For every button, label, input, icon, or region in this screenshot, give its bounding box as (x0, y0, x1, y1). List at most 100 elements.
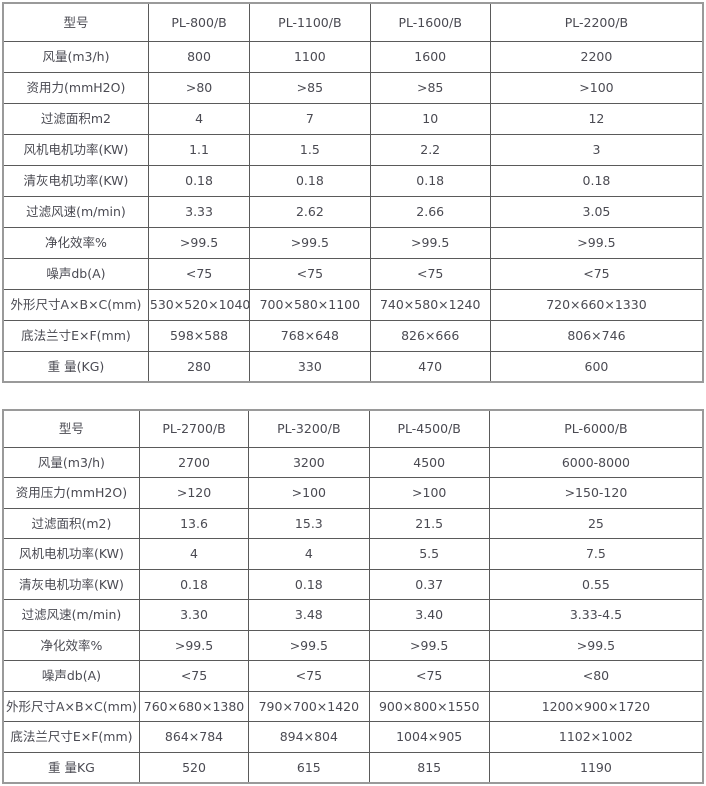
table-row: 清灰电机功率(KW) 0.18 0.18 0.37 0.55 (2, 568, 704, 600)
row-value-cell: 700×580×1100 (249, 288, 371, 321)
row-label-cell: 底法兰尺寸E×F(mm) (2, 721, 140, 753)
row-label-cell: 清灰电机功率(KW) (2, 568, 140, 600)
table-row: 过滤风速(m/min) 3.30 3.48 3.40 3.33-4.5 (2, 599, 704, 631)
table-header-row: 型号 PL-2700/B PL-3200/B PL-4500/B PL-6000/B (2, 409, 704, 448)
row-value-cell: 826×666 (369, 319, 491, 352)
row-value-cell: 3.30 (138, 599, 250, 631)
row-value-cell: 4 (147, 102, 251, 135)
row-value-cell: 3.40 (368, 599, 490, 631)
row-value-cell: >99.5 (368, 629, 490, 661)
row-value-cell: 7.5 (488, 538, 704, 570)
row-value-cell: 10 (369, 102, 491, 135)
row-value-cell: 5.5 (368, 538, 490, 570)
table-row: 过滤面积m2 4 7 10 12 (2, 102, 704, 135)
row-value-cell: 520 (138, 751, 250, 783)
row-value-cell: 806×746 (489, 319, 704, 352)
row-value-cell: >99.5 (248, 629, 370, 661)
row-value-cell: 3.48 (248, 599, 370, 631)
row-value-cell: >100 (368, 477, 490, 509)
row-value-cell: 0.18 (249, 164, 371, 197)
table-row: 外形尺寸A×B×C(mm) 530×520×1040 700×580×1100 740… (2, 288, 704, 321)
table-row: 重 量KG 520 615 815 1190 (2, 751, 704, 783)
row-value-cell: 1100 (249, 40, 371, 73)
row-value-cell: 3.33 (147, 195, 251, 228)
row-value-cell: >100 (248, 477, 370, 509)
row-value-cell: <80 (488, 660, 704, 692)
row-value-cell: 530×520×1040 (147, 288, 251, 321)
row-value-cell: 1.1 (147, 133, 251, 166)
table-row: 底法兰寸E×F(mm) 598×588 768×648 826×666 806×746 (2, 319, 704, 352)
row-value-cell: 1190 (488, 751, 704, 783)
row-value-cell: 1600 (369, 40, 491, 73)
row-value-cell: <75 (489, 257, 704, 290)
row-value-cell: >85 (369, 71, 491, 104)
row-value-cell: 13.6 (138, 507, 250, 539)
specification-table-small-models: 型号 PL-800/B PL-1100/B PL-1600/B PL-2200/B 风量(… (2, 2, 704, 383)
table-row: 资用压力(mmH2O) >120 >100 >100 >150-120 (2, 477, 704, 509)
row-value-cell: 3.33-4.5 (488, 599, 704, 631)
row-value-cell: 1.5 (249, 133, 371, 166)
row-value-cell: >120 (138, 477, 250, 509)
row-label-cell: 过滤风速(m/min) (2, 195, 149, 228)
row-value-cell: 2200 (489, 40, 704, 73)
row-value-cell: 615 (248, 751, 370, 783)
table-row: 噪声db(A) <75 <75 <75 <75 (2, 257, 704, 290)
row-value-cell: 7 (249, 102, 371, 135)
row-value-cell: >99.5 (369, 226, 491, 259)
row-value-cell: <75 (249, 257, 371, 290)
row-value-cell: 790×700×1420 (248, 690, 370, 722)
row-value-cell: >80 (147, 71, 251, 104)
row-value-cell: 800 (147, 40, 251, 73)
row-value-cell: 894×804 (248, 721, 370, 753)
row-value-cell: 598×588 (147, 319, 251, 352)
row-label-cell: 风机电机功率(KW) (2, 538, 140, 570)
row-value-cell: >100 (489, 71, 704, 104)
row-value-cell: 2.66 (369, 195, 491, 228)
specification-table-large-models: 型号 PL-2700/B PL-3200/B PL-4500/B PL-6000/B 风量… (2, 409, 704, 784)
header-cell-model-name: PL-4500/B (368, 409, 490, 448)
row-value-cell: >99.5 (488, 629, 704, 661)
table-header-row: 型号 PL-800/B PL-1100/B PL-1600/B PL-2200/B (2, 2, 704, 42)
table-row: 风机电机功率(KW) 4 4 5.5 7.5 (2, 538, 704, 570)
row-value-cell: >99.5 (489, 226, 704, 259)
header-cell-model-name: PL-3200/B (248, 409, 370, 448)
row-value-cell: <75 (147, 257, 251, 290)
header-cell-model-label: 型号 (2, 409, 140, 448)
row-label-cell: 清灰电机功率(KW) (2, 164, 149, 197)
table-body: 型号 PL-800/B PL-1100/B PL-1600/B PL-2200/B 风量(… (2, 2, 704, 383)
row-value-cell: 2.2 (369, 133, 491, 166)
header-cell-model-name: PL-800/B (147, 2, 251, 42)
header-cell-model-label: 型号 (2, 2, 149, 42)
row-value-cell: 4 (248, 538, 370, 570)
row-label-cell: 过滤面积m2 (2, 102, 149, 135)
row-value-cell: <75 (369, 257, 491, 290)
table-row: 净化效率% >99.5 >99.5 >99.5 >99.5 (2, 226, 704, 259)
row-label-cell: 重 量KG (2, 751, 140, 783)
row-value-cell: 0.55 (488, 568, 704, 600)
row-value-cell: 3 (489, 133, 704, 166)
row-value-cell: 0.18 (248, 568, 370, 600)
row-value-cell: <75 (368, 660, 490, 692)
row-label-cell: 底法兰寸E×F(mm) (2, 319, 149, 352)
table-row: 风量(m3/h) 800 1100 1600 2200 (2, 40, 704, 73)
row-value-cell: 6000-8000 (488, 446, 704, 478)
header-cell-model-name: PL-2200/B (489, 2, 704, 42)
row-value-cell: >99.5 (249, 226, 371, 259)
row-value-cell: 1004×905 (368, 721, 490, 753)
table-row: 资用力(mmH2O) >80 >85 >85 >100 (2, 71, 704, 104)
row-value-cell: 760×680×1380 (138, 690, 250, 722)
row-label-cell: 净化效率% (2, 629, 140, 661)
row-value-cell: 21.5 (368, 507, 490, 539)
table-row: 外形尺寸A×B×C(mm) 760×680×1380 790×700×1420 900… (2, 690, 704, 722)
row-value-cell: 0.18 (138, 568, 250, 600)
table-body: 型号 PL-2700/B PL-3200/B PL-4500/B PL-6000/B 风量… (2, 409, 704, 783)
row-value-cell: 15.3 (248, 507, 370, 539)
row-value-cell: 600 (489, 350, 704, 383)
header-cell-model-name: PL-6000/B (488, 409, 704, 448)
row-value-cell: 330 (249, 350, 371, 383)
row-value-cell: 280 (147, 350, 251, 383)
row-value-cell: 4500 (368, 446, 490, 478)
table-row: 过滤面积(m2) 13.6 15.3 21.5 25 (2, 507, 704, 539)
row-value-cell: 2700 (138, 446, 250, 478)
row-value-cell: 0.18 (147, 164, 251, 197)
